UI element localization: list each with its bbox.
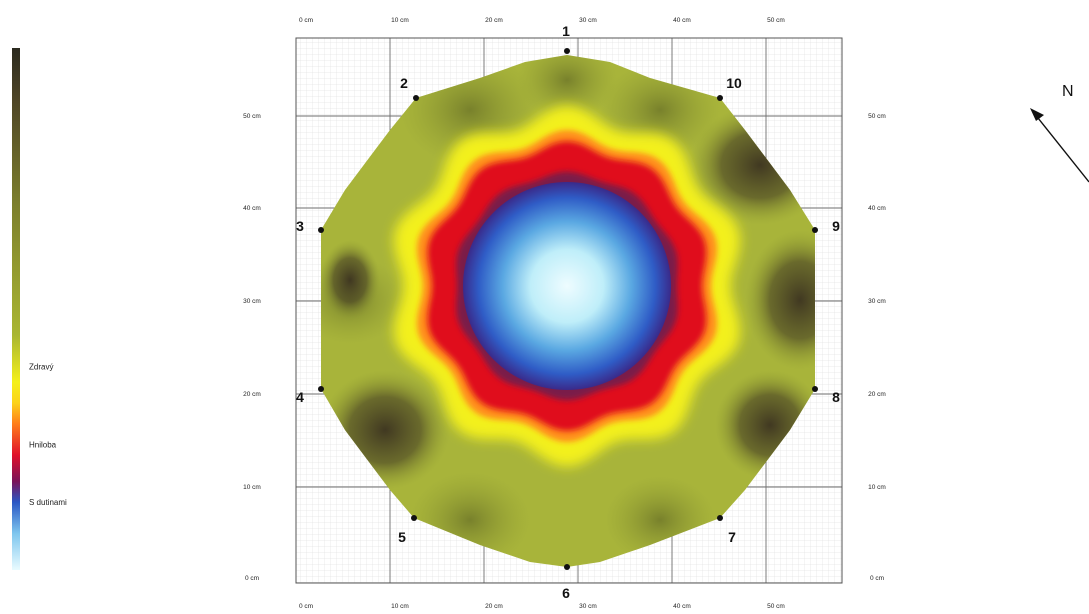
sensor-number-label: 6 — [562, 585, 570, 601]
sensor-point — [318, 227, 324, 233]
north-arrow-head — [1030, 108, 1044, 121]
north-label: N — [1062, 83, 1074, 100]
legend-label-rot: Hniloba — [29, 441, 57, 450]
sensor-point — [812, 386, 818, 392]
sensor-point — [564, 564, 570, 570]
sensor-point — [717, 95, 723, 101]
top-tick-label: 20 cm — [485, 17, 503, 24]
sensor-number-label: 10 — [726, 75, 742, 91]
sensor-point — [411, 515, 417, 521]
north-indicator: N — [1030, 83, 1089, 183]
top-tick-label: 30 cm — [579, 17, 597, 24]
tomogram: 1 2 3 4 5 6 7 8 9 10 — [296, 23, 840, 601]
right-tick-label: 50 cm — [868, 113, 886, 120]
bottom-tick-label: 0 cm — [299, 603, 313, 610]
decay-rings — [393, 105, 741, 467]
sensor-point — [812, 227, 818, 233]
north-arrow-shaft — [1033, 112, 1089, 183]
green-shade — [517, 55, 617, 120]
sensor-number-label: 7 — [728, 529, 736, 545]
sensor-number-label: 5 — [398, 529, 406, 545]
right-tick-label: 30 cm — [868, 298, 886, 305]
tomogram-fill — [321, 55, 815, 567]
sensor-point — [564, 48, 570, 54]
sensor-point — [717, 515, 723, 521]
sensor-number-label: 1 — [562, 23, 570, 39]
dark-wood-blob — [321, 240, 380, 320]
bottom-tick-label: 40 cm — [673, 603, 691, 610]
sensor-number-label: 9 — [832, 218, 840, 234]
legend: Zdravý Hniloba S dutinami — [12, 48, 67, 570]
left-tick-label: 30 cm — [243, 298, 261, 305]
dark-wood-blob — [745, 230, 815, 370]
right-tick-label: 40 cm — [868, 205, 886, 212]
tick-labels: 0 cm 10 cm 20 cm 30 cm 40 cm 50 cm0 cm 10 cm 20… — [243, 17, 886, 610]
left-tick-label: 50 cm — [243, 113, 261, 120]
bottom-tick-label: 10 cm — [391, 603, 409, 610]
sensor-point — [318, 386, 324, 392]
left-tick-label: 0 cm — [245, 575, 259, 582]
right-tick-label: 20 cm — [868, 391, 886, 398]
sensor-point — [413, 95, 419, 101]
right-tick-label: 0 cm — [870, 575, 884, 582]
legend-label-healthy: Zdravý — [29, 362, 53, 371]
left-tick-label: 20 cm — [243, 391, 261, 398]
sensor-number-label: 2 — [400, 75, 408, 91]
bottom-tick-label: 30 cm — [579, 603, 597, 610]
top-tick-label: 40 cm — [673, 17, 691, 24]
top-tick-label: 0 cm — [299, 17, 313, 24]
top-tick-label: 50 cm — [767, 17, 785, 24]
legend-label-cavities: S dutinami — [29, 498, 67, 507]
bottom-tick-label: 20 cm — [485, 603, 503, 610]
plot-frame — [295, 37, 843, 584]
left-tick-label: 10 cm — [243, 484, 261, 491]
left-tick-label: 40 cm — [243, 205, 261, 212]
legend-colorbar — [12, 48, 20, 570]
sensor-points: 1 2 3 4 5 6 7 8 9 10 — [296, 23, 840, 601]
bottom-tick-label: 50 cm — [767, 603, 785, 610]
sensor-number-label: 8 — [832, 389, 840, 405]
sensor-number-label: 4 — [296, 389, 304, 405]
top-tick-label: 10 cm — [391, 17, 409, 24]
right-tick-label: 10 cm — [868, 484, 886, 491]
cavity-core — [463, 182, 671, 390]
sensor-number-label: 3 — [296, 218, 304, 234]
